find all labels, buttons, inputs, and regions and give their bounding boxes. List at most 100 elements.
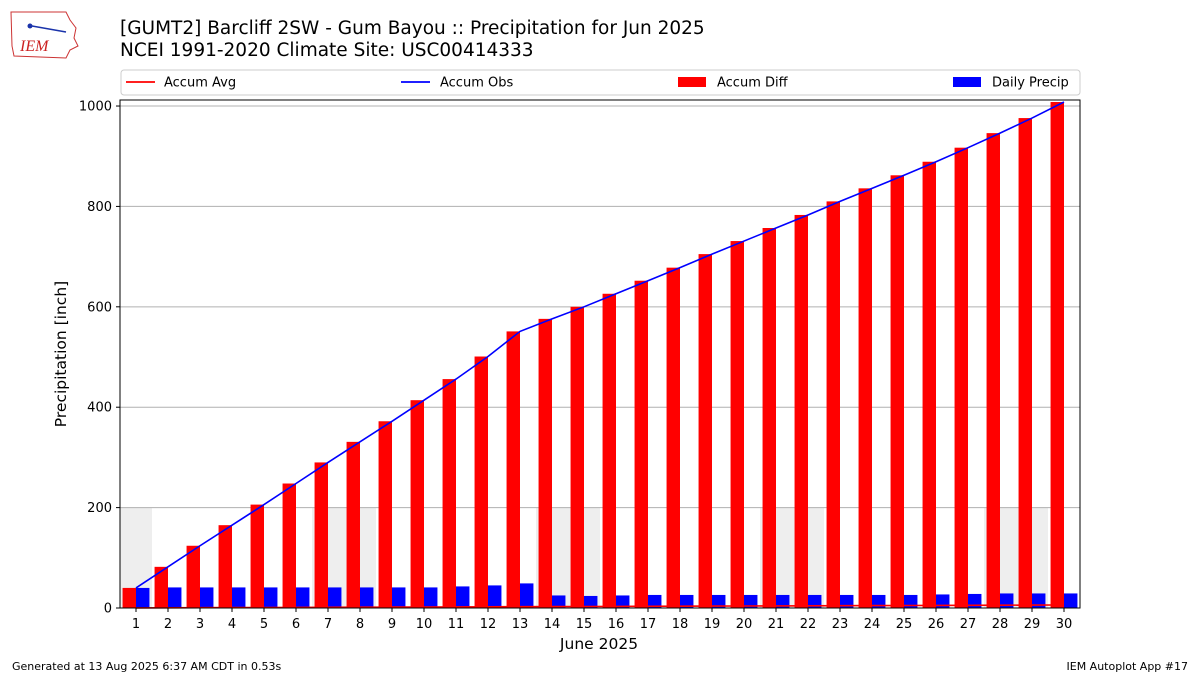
- y-tick-label-600: 600: [87, 300, 112, 315]
- accum-diff-bar-day-18: [666, 267, 680, 608]
- accum-diff-bar-day-24: [858, 188, 872, 608]
- x-tick-label-4: 4: [228, 617, 236, 632]
- chart-subtitle: NCEI 1991-2020 Climate Site: USC00414333: [120, 40, 534, 61]
- x-tick-label-26: 26: [928, 617, 945, 632]
- daily-precip-bar-day-30: [1064, 593, 1078, 608]
- daily-precip-bar-day-5: [264, 587, 278, 608]
- x-tick-label-15: 15: [576, 617, 593, 632]
- accum-diff-bar-day-29: [1018, 118, 1032, 609]
- daily-precip-bar-day-16: [616, 595, 630, 608]
- accum-diff-bar-day-14: [538, 318, 552, 608]
- legend-label-daily-precip: Daily Precip: [992, 76, 1069, 91]
- daily-precip-bar-day-7: [328, 587, 342, 608]
- daily-precip-bar-day-17: [648, 594, 662, 608]
- x-axis-label: June 2025: [559, 635, 638, 653]
- accum-diff-bar-day-26: [922, 161, 936, 608]
- accum-avg-line: [135, 604, 1065, 609]
- x-tick-label-20: 20: [736, 617, 753, 632]
- x-tick-label-16: 16: [608, 617, 625, 632]
- accum-diff-bar-day-3: [186, 545, 200, 608]
- x-tick-label-6: 6: [292, 617, 300, 632]
- accum-diff-bar-day-12: [474, 356, 488, 608]
- x-tick-label-17: 17: [640, 617, 657, 632]
- accum-diff-bar-day-13: [506, 331, 520, 608]
- accum-diff-bar-day-25: [890, 175, 904, 608]
- accum-diff-bar-day-28: [986, 133, 1000, 608]
- y-axis-label: Precipitation [inch]: [52, 281, 70, 427]
- accum-diff-bar-day-23: [826, 201, 840, 608]
- daily-precip-bar-day-4: [232, 587, 246, 608]
- daily-precip-bar-day-3: [200, 587, 214, 608]
- x-tick-label-10: 10: [416, 617, 433, 632]
- accum-diff-bar-day-8: [346, 441, 360, 608]
- daily-precip-bar-day-11: [456, 586, 470, 608]
- x-tick-label-11: 11: [448, 617, 465, 632]
- daily-precip-bar-day-12: [488, 585, 502, 608]
- plot-frame: [119, 99, 1081, 609]
- x-tick-label-5: 5: [260, 617, 268, 632]
- x-tick-label-7: 7: [324, 617, 332, 632]
- accum-diff-bar-day-10: [410, 400, 424, 608]
- daily-precip-bar-day-18: [680, 594, 694, 608]
- weather-station-mast: [31, 25, 67, 33]
- x-tick-label-23: 23: [832, 617, 849, 632]
- daily-precip-bar-day-9: [392, 587, 406, 608]
- iowa-outline: [10, 11, 79, 59]
- accum-diff-bar-day-19: [698, 254, 712, 608]
- accum-obs-line: [135, 101, 1065, 589]
- daily-precip-bar-day-24: [872, 594, 886, 608]
- x-tick-label-8: 8: [356, 617, 364, 632]
- accum-diff-bar-day-5: [250, 504, 264, 608]
- x-tick-label-29: 29: [1024, 617, 1041, 632]
- x-tick-label-3: 3: [196, 617, 204, 632]
- x-tick-label-14: 14: [544, 617, 561, 632]
- accum-diff-bar-day-11: [442, 379, 456, 608]
- accum-diff-bar-day-2: [154, 566, 168, 608]
- daily-precip-bar-day-2: [168, 587, 182, 608]
- x-tick-label-12: 12: [480, 617, 497, 632]
- daily-precip-bar-day-10: [424, 587, 438, 608]
- x-tick-label-18: 18: [672, 617, 689, 632]
- weather-station-icon: [27, 23, 33, 29]
- y-tick-label-0: 0: [104, 602, 112, 617]
- legend-label-accum-diff: Accum Diff: [717, 76, 789, 91]
- legend-label-accum-obs: Accum Obs: [440, 76, 513, 91]
- footer-generated: Generated at 13 Aug 2025 6:37 AM CDT in …: [12, 660, 282, 673]
- legend-label-accum-avg: Accum Avg: [164, 76, 236, 91]
- accum-diff-bar-day-21: [762, 228, 776, 608]
- accum-diff-bar-day-4: [218, 525, 232, 608]
- x-tick-label-1: 1: [132, 617, 140, 632]
- x-tick-label-9: 9: [388, 617, 396, 632]
- x-tick-label-24: 24: [864, 617, 881, 632]
- legend-swatch-daily-precip: [953, 77, 981, 87]
- legend: Accum Avg Accum Obs Accum Diff Daily Precip: [120, 69, 1081, 96]
- daily-precip-bar-day-23: [840, 594, 854, 608]
- accum-diff-bar-day-9: [378, 421, 392, 608]
- accum-diff-bar-day-16: [602, 293, 616, 608]
- x-tick-label-13: 13: [512, 617, 529, 632]
- accum-diff-bar-day-17: [634, 280, 648, 608]
- accum-diff-bar-day-7: [314, 462, 328, 608]
- legend-swatch-accum-diff: [678, 77, 706, 87]
- daily-precip-bar-day-19: [712, 594, 726, 608]
- x-tick-label-25: 25: [896, 617, 913, 632]
- x-tick-label-30: 30: [1056, 617, 1073, 632]
- accum-diff-bar-day-20: [730, 241, 744, 608]
- chart-title: [GUMT2] Barcliff 2SW - Gum Bayou :: Prec…: [120, 18, 705, 39]
- accum-diff-bar-day-27: [954, 147, 968, 608]
- daily-precip-bar-day-22: [808, 594, 822, 608]
- accum-diff-bar-day-15: [570, 306, 584, 608]
- accum-diff-bar-day-6: [282, 483, 296, 608]
- daily-precip-bar-day-6: [296, 587, 310, 608]
- daily-precip-bar-day-8: [360, 587, 374, 608]
- x-tick-label-2: 2: [164, 617, 172, 632]
- x-tick-label-22: 22: [800, 617, 817, 632]
- x-tick-label-27: 27: [960, 617, 977, 632]
- lines: [135, 101, 1065, 609]
- accum-diff-bar-day-1: [122, 587, 136, 608]
- accum-diff-bar-day-22: [794, 214, 808, 608]
- daily-precip-bar-day-20: [744, 594, 758, 608]
- footer-app: IEM Autoplot App #17: [1066, 660, 1189, 673]
